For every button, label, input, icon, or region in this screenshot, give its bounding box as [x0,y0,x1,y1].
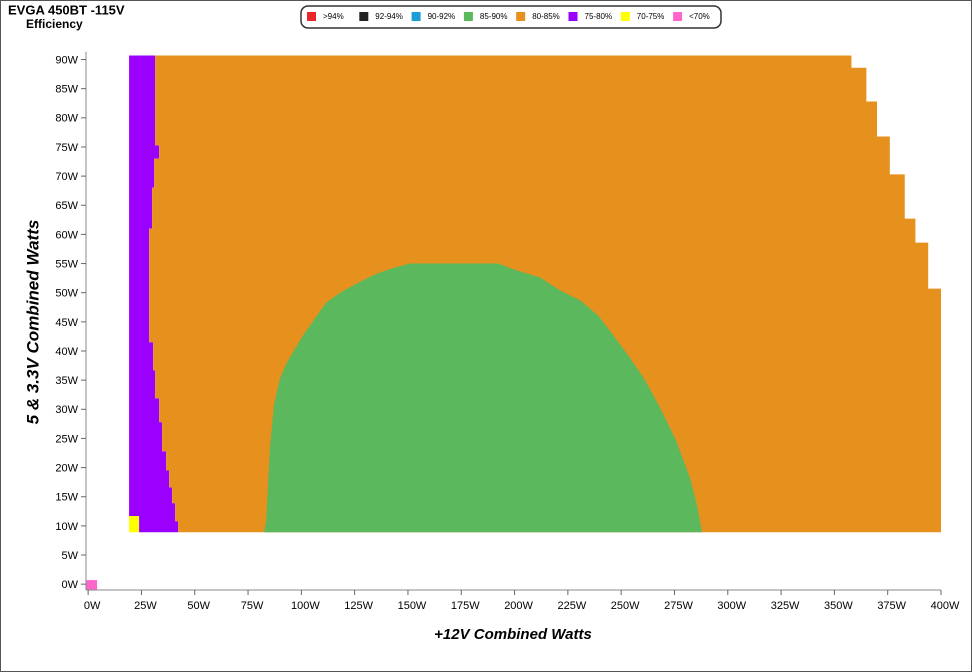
x-tick-label: 325W [771,600,800,612]
y-tick-label: 70W [55,171,78,183]
y-tick-label: 20W [55,462,78,474]
y-tick-label: 85W [55,84,78,96]
y-tick-label: 35W [55,375,78,387]
legend-swatch [620,12,630,21]
legend-swatch [568,12,578,21]
x-tick-label: 125W [344,600,373,612]
legend-swatch [359,12,369,21]
x-tick-label: 50W [187,600,210,612]
x-tick-label: 175W [451,600,480,612]
chart-title: EVGA 450BT -115V [8,2,125,17]
y-axis-title: 5 & 3.3V Combined Watts [23,220,42,425]
x-axis-title: +12V Combined Watts [434,626,592,643]
y-tick-label: 60W [55,229,78,241]
x-tick-label: 300W [717,600,746,612]
x-tick-label: 250W [611,600,640,612]
y-tick-label: 80W [55,113,78,125]
legend-swatch [463,12,473,21]
x-tick-label: 350W [824,600,853,612]
y-tick-label: 10W [55,521,78,533]
chart-subtitle: Efficiency [26,17,83,31]
y-tick-label: 40W [55,346,78,358]
legend-label: <70% [689,12,710,21]
legend-label: 90-92% [428,12,456,21]
legend-swatch [307,12,316,21]
legend-swatch [673,12,683,21]
legend-label: 92-94% [375,12,403,21]
region [86,580,98,590]
legend-label: >94% [323,12,344,21]
legend-box [300,5,722,29]
y-tick-label: 25W [55,433,78,445]
x-tick-label: 400W [931,600,960,612]
legend-label: 75-80% [585,12,613,21]
y-tick-label: 30W [55,404,78,416]
x-tick-label: 275W [664,600,693,612]
region [264,263,702,533]
region [129,515,140,533]
legend-label: 85-90% [480,12,508,21]
y-tick-label: 15W [55,492,78,504]
y-tick-label: 55W [55,258,78,270]
y-tick-label: 0W [62,579,79,591]
y-tick-label: 90W [55,54,78,66]
y-tick-label: 50W [55,288,78,300]
x-tick-label: 100W [291,600,320,612]
x-tick-label: 75W [241,600,264,612]
legend-swatch [411,12,421,21]
y-tick-label: 75W [55,142,78,154]
x-tick-label: 150W [398,600,427,612]
legend-label: 70-75% [637,12,665,21]
region [129,55,179,533]
x-tick-label: 0W [84,600,101,612]
y-tick-label: 65W [55,200,78,212]
y-tick-label: 5W [62,550,79,562]
x-tick-label: 225W [557,600,586,612]
x-tick-label: 200W [504,600,533,612]
y-tick-label: 45W [55,317,78,329]
x-tick-label: 25W [134,600,157,612]
legend-label: 80-85% [532,12,560,21]
legend-swatch [516,12,526,21]
x-tick-label: 375W [877,600,906,612]
